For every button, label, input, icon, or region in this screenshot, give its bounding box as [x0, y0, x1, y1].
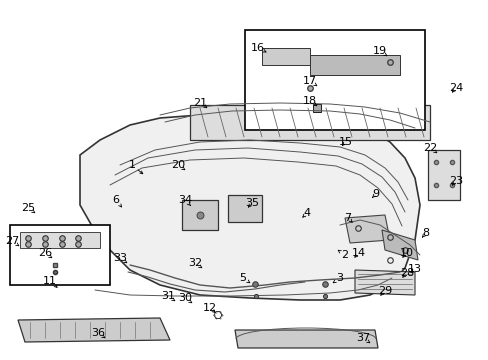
Polygon shape	[309, 55, 399, 75]
Text: 18: 18	[303, 96, 316, 106]
Text: 30: 30	[178, 293, 192, 303]
Text: 22: 22	[422, 143, 436, 153]
Text: 29: 29	[377, 286, 391, 296]
Text: 27: 27	[5, 236, 19, 246]
Polygon shape	[80, 115, 419, 300]
Text: 8: 8	[422, 228, 428, 238]
Text: 1: 1	[128, 160, 135, 170]
Text: 33: 33	[113, 253, 127, 263]
Text: 9: 9	[372, 189, 379, 199]
Text: 15: 15	[338, 137, 352, 147]
Text: 11: 11	[43, 276, 57, 286]
Text: 26: 26	[38, 248, 52, 258]
Text: 7: 7	[344, 213, 351, 223]
Polygon shape	[182, 200, 218, 230]
Polygon shape	[227, 195, 262, 222]
Text: 24: 24	[448, 83, 462, 93]
Text: 31: 31	[161, 291, 175, 301]
Text: 19: 19	[372, 46, 386, 56]
Text: 3: 3	[336, 273, 343, 283]
Text: 2: 2	[341, 250, 348, 260]
Text: 5: 5	[239, 273, 246, 283]
Polygon shape	[190, 105, 429, 140]
Text: 34: 34	[178, 195, 192, 205]
Text: 28: 28	[399, 268, 413, 278]
Text: 32: 32	[187, 258, 202, 268]
Text: 12: 12	[203, 303, 217, 313]
Polygon shape	[345, 215, 389, 243]
Text: 10: 10	[399, 248, 413, 258]
Polygon shape	[235, 330, 377, 348]
Text: 21: 21	[193, 98, 206, 108]
Text: 6: 6	[112, 195, 119, 205]
Text: 14: 14	[351, 248, 366, 258]
Polygon shape	[18, 318, 170, 342]
Polygon shape	[381, 230, 417, 260]
Text: 35: 35	[244, 198, 259, 208]
Text: 36: 36	[91, 328, 105, 338]
Bar	[10, 225, 110, 285]
Bar	[244, 30, 424, 130]
Polygon shape	[20, 232, 100, 248]
Text: 37: 37	[355, 333, 369, 343]
Polygon shape	[262, 48, 309, 65]
Text: 17: 17	[303, 76, 316, 86]
Text: 20: 20	[171, 160, 184, 170]
Text: 16: 16	[250, 43, 264, 53]
Polygon shape	[354, 270, 414, 295]
Text: 13: 13	[407, 264, 421, 274]
Bar	[312, 104, 320, 112]
Text: 25: 25	[21, 203, 35, 213]
Text: 23: 23	[448, 176, 462, 186]
Polygon shape	[427, 150, 459, 200]
Text: 4: 4	[303, 208, 310, 218]
